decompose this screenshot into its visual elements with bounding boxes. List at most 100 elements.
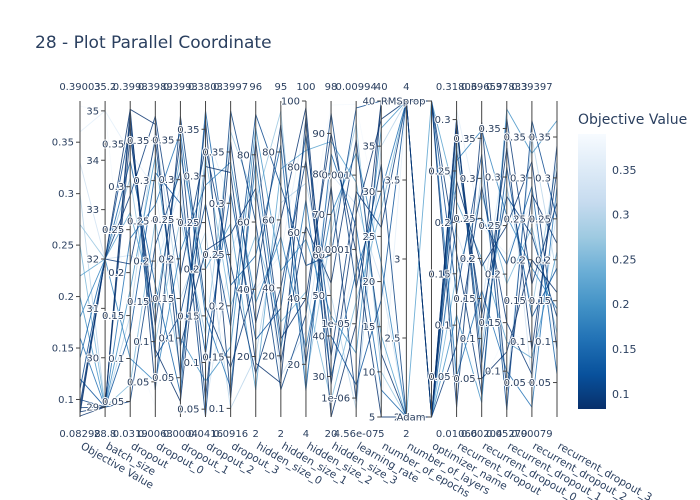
axis-tick-label: 0.35 — [202, 147, 224, 158]
sample-line-14 — [79, 100, 558, 418]
axis-tick-label: 0.1 — [435, 321, 451, 332]
axis-range-max: 96 — [249, 82, 262, 93]
axis-tick-label: 0.35 — [127, 136, 149, 147]
axis-range-min: 0.08298 — [59, 429, 100, 440]
axis-tick-label: 0.05 — [529, 378, 551, 389]
axis-tick-label: 80 — [262, 147, 275, 158]
axis-tick-label: 35 — [363, 142, 376, 153]
axis-tick-label: 25 — [363, 232, 376, 243]
axis-tick-label: 0.15 — [479, 318, 501, 329]
axis-tick-label: 0.1 — [209, 404, 225, 415]
axis-tick-label: 35 — [86, 106, 99, 117]
axis-tick-label: 0.2 — [535, 255, 551, 266]
axis-tick-label: 0.3 — [209, 199, 225, 210]
axis-tick-label: 0.2 — [108, 268, 124, 279]
axis-tick-label: 0.25 — [428, 166, 450, 177]
axis-tick-label: 31 — [86, 304, 99, 315]
axis-range-min: 0.0916 — [213, 429, 248, 440]
axis-tick-label: 0.05 — [177, 405, 199, 416]
colorbar-tick-label: 0.2 — [612, 298, 630, 311]
axis-tick-label: 0.1 — [184, 358, 200, 369]
axis-tick-label: 0.3 — [133, 176, 149, 187]
sample-line-3 — [79, 139, 558, 418]
axis-tick-label: 0.3 — [159, 175, 175, 186]
axis-tick-label: 2.5 — [384, 334, 400, 345]
colorbar-tick-label: 0.3 — [612, 209, 630, 222]
axis-tick-label: 70 — [312, 210, 325, 221]
axis-tick-label: 40 — [262, 283, 275, 294]
axis-tick-label: 60 — [237, 218, 250, 229]
axis-range-max: 35.2 — [94, 82, 116, 93]
axis-range-min: 0.00079 — [511, 429, 552, 440]
axis-tick-label: 40 — [287, 294, 300, 305]
sample-line-15 — [79, 111, 558, 418]
axis-tick-label: 0.1 — [133, 337, 149, 348]
axis-range-min: 2 — [403, 429, 409, 440]
colorbar-title: Objective Value — [578, 112, 687, 128]
axis-tick-label: 0.35 — [52, 138, 74, 149]
axis-tick-label: 100 — [281, 97, 300, 108]
axis-tick-label: 0.15 — [102, 311, 124, 322]
axis-tick-label: 0.15 — [428, 269, 450, 280]
axis-range-min: 0.05279 — [486, 429, 527, 440]
axis-tick-label: 0.15 — [453, 294, 475, 305]
axis-tick-label: 0.3 — [435, 115, 451, 126]
axis-tick-label: 0.2 — [58, 292, 74, 303]
axis-tick-label: 80 — [287, 162, 300, 173]
axis-tick-label: 0.3 — [184, 171, 200, 182]
axis-range-max: 0.39397 — [511, 82, 552, 93]
axis-tick-label: 40 — [312, 331, 325, 342]
axis-range-max: 4 — [403, 82, 409, 93]
axis-tick-label: 0.25 — [504, 214, 526, 225]
axis-tick-label: 0.2 — [159, 254, 175, 265]
axes: 0.10.150.20.250.30.350.390030.08298Objec… — [51, 82, 654, 500]
sample-line-11 — [79, 129, 558, 418]
axis-tick-label: 0.05 — [127, 377, 149, 388]
axis-tick-label: 0.3 — [485, 173, 501, 184]
axis-tick-label: 0.1 — [510, 337, 526, 348]
axis-tick-label: 2 — [394, 413, 400, 424]
axis-tick-label: 0.35 — [102, 139, 124, 150]
sample-line-10 — [79, 100, 558, 409]
axis-tick-label: 40 — [237, 285, 250, 296]
axis-tick-label: RMSprop — [381, 97, 426, 108]
axis-tick-label: 90 — [312, 129, 325, 140]
sample-lines — [79, 99, 558, 418]
axis-range-min: 0.0319 — [113, 429, 148, 440]
axis-tick-label: 30 — [86, 353, 99, 364]
axis-tick-label: 0.001 — [322, 171, 351, 182]
sample-line-4 — [79, 100, 558, 409]
axis-range-min: 5 — [378, 429, 384, 440]
axis-tick-label: 0.1 — [485, 367, 501, 378]
axis-tick-label: 30 — [363, 187, 376, 198]
axis-tick-label: 0.35 — [529, 132, 551, 143]
axis-tick-label: 34 — [86, 156, 99, 167]
axis-tick-label: 3 — [394, 255, 400, 266]
axis-tick-label: 1e-06 — [321, 394, 350, 405]
axis-tick-label: 0.25 — [202, 250, 224, 261]
axis-range-max: 98 — [325, 82, 338, 93]
axis-tick-label: 0.05 — [152, 373, 174, 384]
axis-range-max: 100 — [296, 82, 315, 93]
axis-range-min: 20 — [325, 429, 338, 440]
axis-tick-label: 0.2 — [510, 255, 526, 266]
axis-tick-label: 0.15 — [529, 296, 551, 307]
axis-tick-label: 0.3 — [510, 173, 526, 184]
axis-tick-label: 20 — [262, 351, 275, 362]
axis-tick-label: 0.25 — [102, 225, 124, 236]
axis-range-min: 0.0004 — [163, 429, 198, 440]
sample-line-1 — [79, 108, 558, 418]
colorbar-tick-label: 0.15 — [612, 343, 637, 356]
axis-tick-label: 3.5 — [384, 176, 400, 187]
axis-tick-label: 1e-05 — [321, 319, 350, 330]
sample-line-13 — [79, 100, 558, 418]
axis-tick-label: 5 — [369, 413, 375, 424]
colorbar-gradient — [578, 134, 606, 409]
axis-tick-label: 0.05 — [453, 374, 475, 385]
axis-tick-label: 0.2 — [184, 265, 200, 276]
axis-tick-label: 0.35 — [177, 125, 199, 136]
axis-tick-label: 0.15 — [202, 353, 224, 364]
axis-dropout-3[interactable]: 0.10.150.20.250.30.350.39970.0916dropout… — [201, 82, 281, 477]
axis-tick-label: 60 — [262, 215, 275, 226]
